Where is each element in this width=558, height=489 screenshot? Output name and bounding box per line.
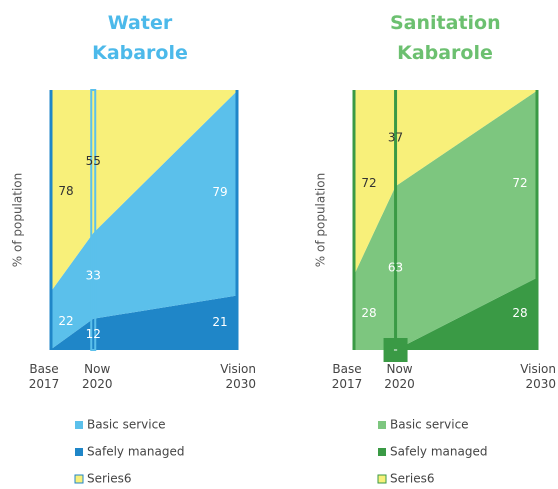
data-label: 72 — [512, 176, 527, 190]
area — [353, 90, 538, 278]
data-label: 28 — [361, 306, 376, 320]
legend-swatch — [377, 474, 387, 484]
label-box — [383, 338, 408, 362]
data-label: - — [393, 343, 397, 357]
data-label: 22 — [58, 314, 73, 328]
area — [50, 295, 238, 350]
legend-label: Series6 — [87, 472, 132, 486]
data-label: 12 — [86, 327, 101, 341]
legend-label: Safely managed — [390, 445, 487, 459]
legend-label: Basic service — [390, 418, 469, 432]
chart-title: Sanitation Kabarole — [390, 12, 501, 64]
data-label: 79 — [212, 185, 227, 199]
legend-label: Series6 — [390, 472, 435, 486]
legend-swatch — [378, 421, 386, 429]
x-tick-label: Now 2020 — [384, 362, 415, 391]
legend-label: Safely managed — [87, 445, 184, 459]
now-marker — [90, 89, 97, 351]
data-label: 78 — [58, 184, 73, 198]
legend-swatch — [75, 421, 83, 429]
x-tick-label: Now 2020 — [81, 362, 113, 391]
data-label: 55 — [86, 154, 101, 168]
legend-label: Basic service — [87, 418, 166, 432]
legend-swatch — [74, 474, 84, 484]
area — [50, 90, 238, 350]
x-tick-label: Vision 2030 — [220, 362, 256, 391]
x-tick-label: Base 2017 — [331, 362, 363, 391]
area — [50, 90, 238, 293]
x-tick-label: Base 2017 — [28, 362, 60, 391]
chart-title: Water Kabarole — [92, 12, 188, 64]
data-label: 72 — [361, 176, 376, 190]
area — [353, 90, 538, 350]
y-axis-label: % of population — [11, 173, 25, 267]
y-axis-label: % of population — [314, 173, 328, 267]
legend-swatch — [378, 448, 386, 456]
data-label: 37 — [388, 131, 403, 145]
data-label: 28 — [512, 306, 527, 320]
area — [353, 277, 538, 350]
data-label: 33 — [86, 268, 101, 282]
data-label: 63 — [388, 261, 403, 275]
legend-swatch — [75, 448, 83, 456]
x-tick-label: Vision 2030 — [520, 362, 556, 391]
data-label: 21 — [212, 315, 227, 329]
